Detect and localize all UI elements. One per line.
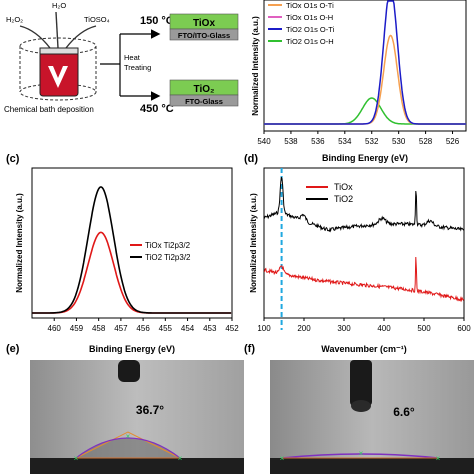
chart-c-legend-label: TiO2 Ti2p3/2 [145,253,191,262]
chart-c: (c) 460 459 458 457 456 455 454 453 452 Binding … [6,153,239,354]
low-temp-label: 150 °C [140,15,174,27]
schematic-panel: H₂O₂ H₂O TiOSO₄ Chemical bath deposition [4,1,239,115]
chart-c-tick-label: 459 [70,324,84,333]
chart-d-ylabel: Normalized Intensity (a.u.) [249,193,258,293]
panel-label-f: (f) [244,343,255,355]
chart-c-legend-label: TiOx Ti2p3/2 [145,241,191,250]
photo-e-marker-top-icon: × [126,432,131,441]
chart-b: 540 538 536 534 532 530 528 526 Binding Energy … [251,0,467,163]
chart-b-legend-label: TiOx O1s O-H [286,13,333,22]
photo-f-marker-right-icon: × [436,454,441,463]
photo-f-needle-icon [350,360,372,406]
photo-e-substrate [30,458,244,474]
heat-label-word2: Treating [124,63,151,72]
chart-d-tick-label: 100 [257,324,271,333]
photo-e-tangent-lines [75,431,181,459]
chart-d-legend-label: TiO2 [334,194,353,204]
chart-b-tick-label: 526 [446,137,460,146]
chart-c-tick-label: 455 [159,324,173,333]
chart-c-tick-label: 456 [136,324,150,333]
chart-b-series [264,0,466,125]
panel-label-c: (c) [6,153,20,165]
photo-e-fit-curve [75,437,181,459]
chart-b-tick-label: 538 [284,137,298,146]
chart-c-tick-label: 454 [181,324,195,333]
photo-e-angle: 36.7° [136,403,164,417]
chart-c-tick-label: 452 [225,324,239,333]
chart-d-x-ticks: 100 200 300 400 500 600 [257,318,471,333]
reagent-tioso4: TiOSO₄ [84,15,110,24]
chart-c-tick-label: 453 [203,324,217,333]
chart-d-tick-label: 400 [377,324,391,333]
chart-d-series-line [263,256,465,303]
tiox-substrate-label: FTO/ITO-Glass [178,31,230,40]
chart-b-legend: TiOx O1s O-Ti TiOx O1s O-H TiO2 O1s O-Ti Ti… [268,1,335,46]
chart-b-tick-label: 532 [365,137,379,146]
pipettes-icon [19,11,97,49]
chart-d: (d) 100 200 300 400 500 600 Wavenumber (cm⁻¹)… [244,153,471,354]
chart-b-xlabel: Binding Energy (eV) [322,153,408,163]
reagent-h2o2: H₂O₂ [6,15,23,24]
photo-f-marker-left-icon: × [280,454,285,463]
chart-b-series-line [264,0,466,125]
chart-b-x-ticks: 540 538 536 534 532 530 528 526 [257,131,460,146]
photo-e-marker-left-icon: × [74,454,79,463]
chart-b-series-line [264,34,466,125]
photo-f-fit-curve [281,453,439,459]
chart-b-series-line [264,97,466,125]
photo-e-marker-right-icon: × [178,454,183,463]
chart-d-legend: TiOx TiO2 [306,182,353,204]
photo-f-needle-tip [351,400,371,412]
chart-d-series-line [264,176,465,233]
heat-arrows [100,29,161,101]
chart-b-tick-label: 530 [392,137,406,146]
chart-c-legend: TiOx Ti2p3/2 TiO2 Ti2p3/2 [130,241,191,262]
photo-f-marker-top-icon: × [359,449,364,458]
bath-vessel-icon [19,37,97,101]
chart-d-tick-label: 500 [417,324,431,333]
chart-b-legend-label: TiO2 O1s O-H [286,37,334,46]
chart-c-ylabel: Normalized Intensity (a.u.) [15,193,24,293]
tiox-film-stack: TiOx FTO/ITO-Glass [169,13,239,41]
reagent-h2o: H₂O [52,1,66,10]
chart-b-legend-label: TiO2 O1s O-Ti [286,25,335,34]
chart-c-series [32,186,232,314]
chart-c-xlabel: Binding Energy (eV) [89,344,175,354]
chart-b-ylabel: Normalized Intensity (a.u.) [251,16,260,116]
chart-d-tick-label: 200 [297,324,311,333]
chart-c-series-line [32,186,232,314]
photo-f-substrate [270,458,474,474]
heat-label-word1: Heat [124,53,141,62]
chart-b-legend-label: TiOx O1s O-Ti [286,1,334,10]
vessel-label: Chemical bath deposition [4,105,94,114]
chart-b-tick-label: 540 [257,137,271,146]
chart-d-tick-label: 600 [457,324,471,333]
chart-d-tick-label: 300 [337,324,351,333]
chart-b-tick-label: 534 [338,137,352,146]
panel-label-e: (e) [6,343,20,355]
high-temp-label: 450 °C [140,103,174,115]
panel-label-d: (d) [244,153,258,165]
chart-b-tick-label: 536 [311,137,325,146]
chart-d-legend-label: TiOx [334,182,353,192]
tio2-substrate-label: FTO-Glass [185,97,223,106]
photo-f-angle: 6.6° [393,405,415,419]
chart-d-series [263,176,465,303]
chart-b-tick-label: 528 [419,137,433,146]
chart-c-tick-label: 460 [48,324,62,333]
chart-d-xlabel: Wavenumber (cm⁻¹) [321,344,406,354]
photo-f: (f) × × × 6.6° [244,343,474,474]
tio2-label: TiO₂ [194,84,215,95]
photo-e: (e) × × × 36.7° [6,343,244,474]
chart-c-x-ticks: 460 459 458 457 456 455 454 453 452 [48,318,239,333]
chart-c-tick-label: 457 [114,324,128,333]
tio2-film-stack: TiO₂ FTO-Glass [169,79,239,107]
photo-e-needle-icon [118,360,140,382]
tiox-label: TiOx [193,18,215,29]
chart-c-tick-label: 458 [92,324,106,333]
